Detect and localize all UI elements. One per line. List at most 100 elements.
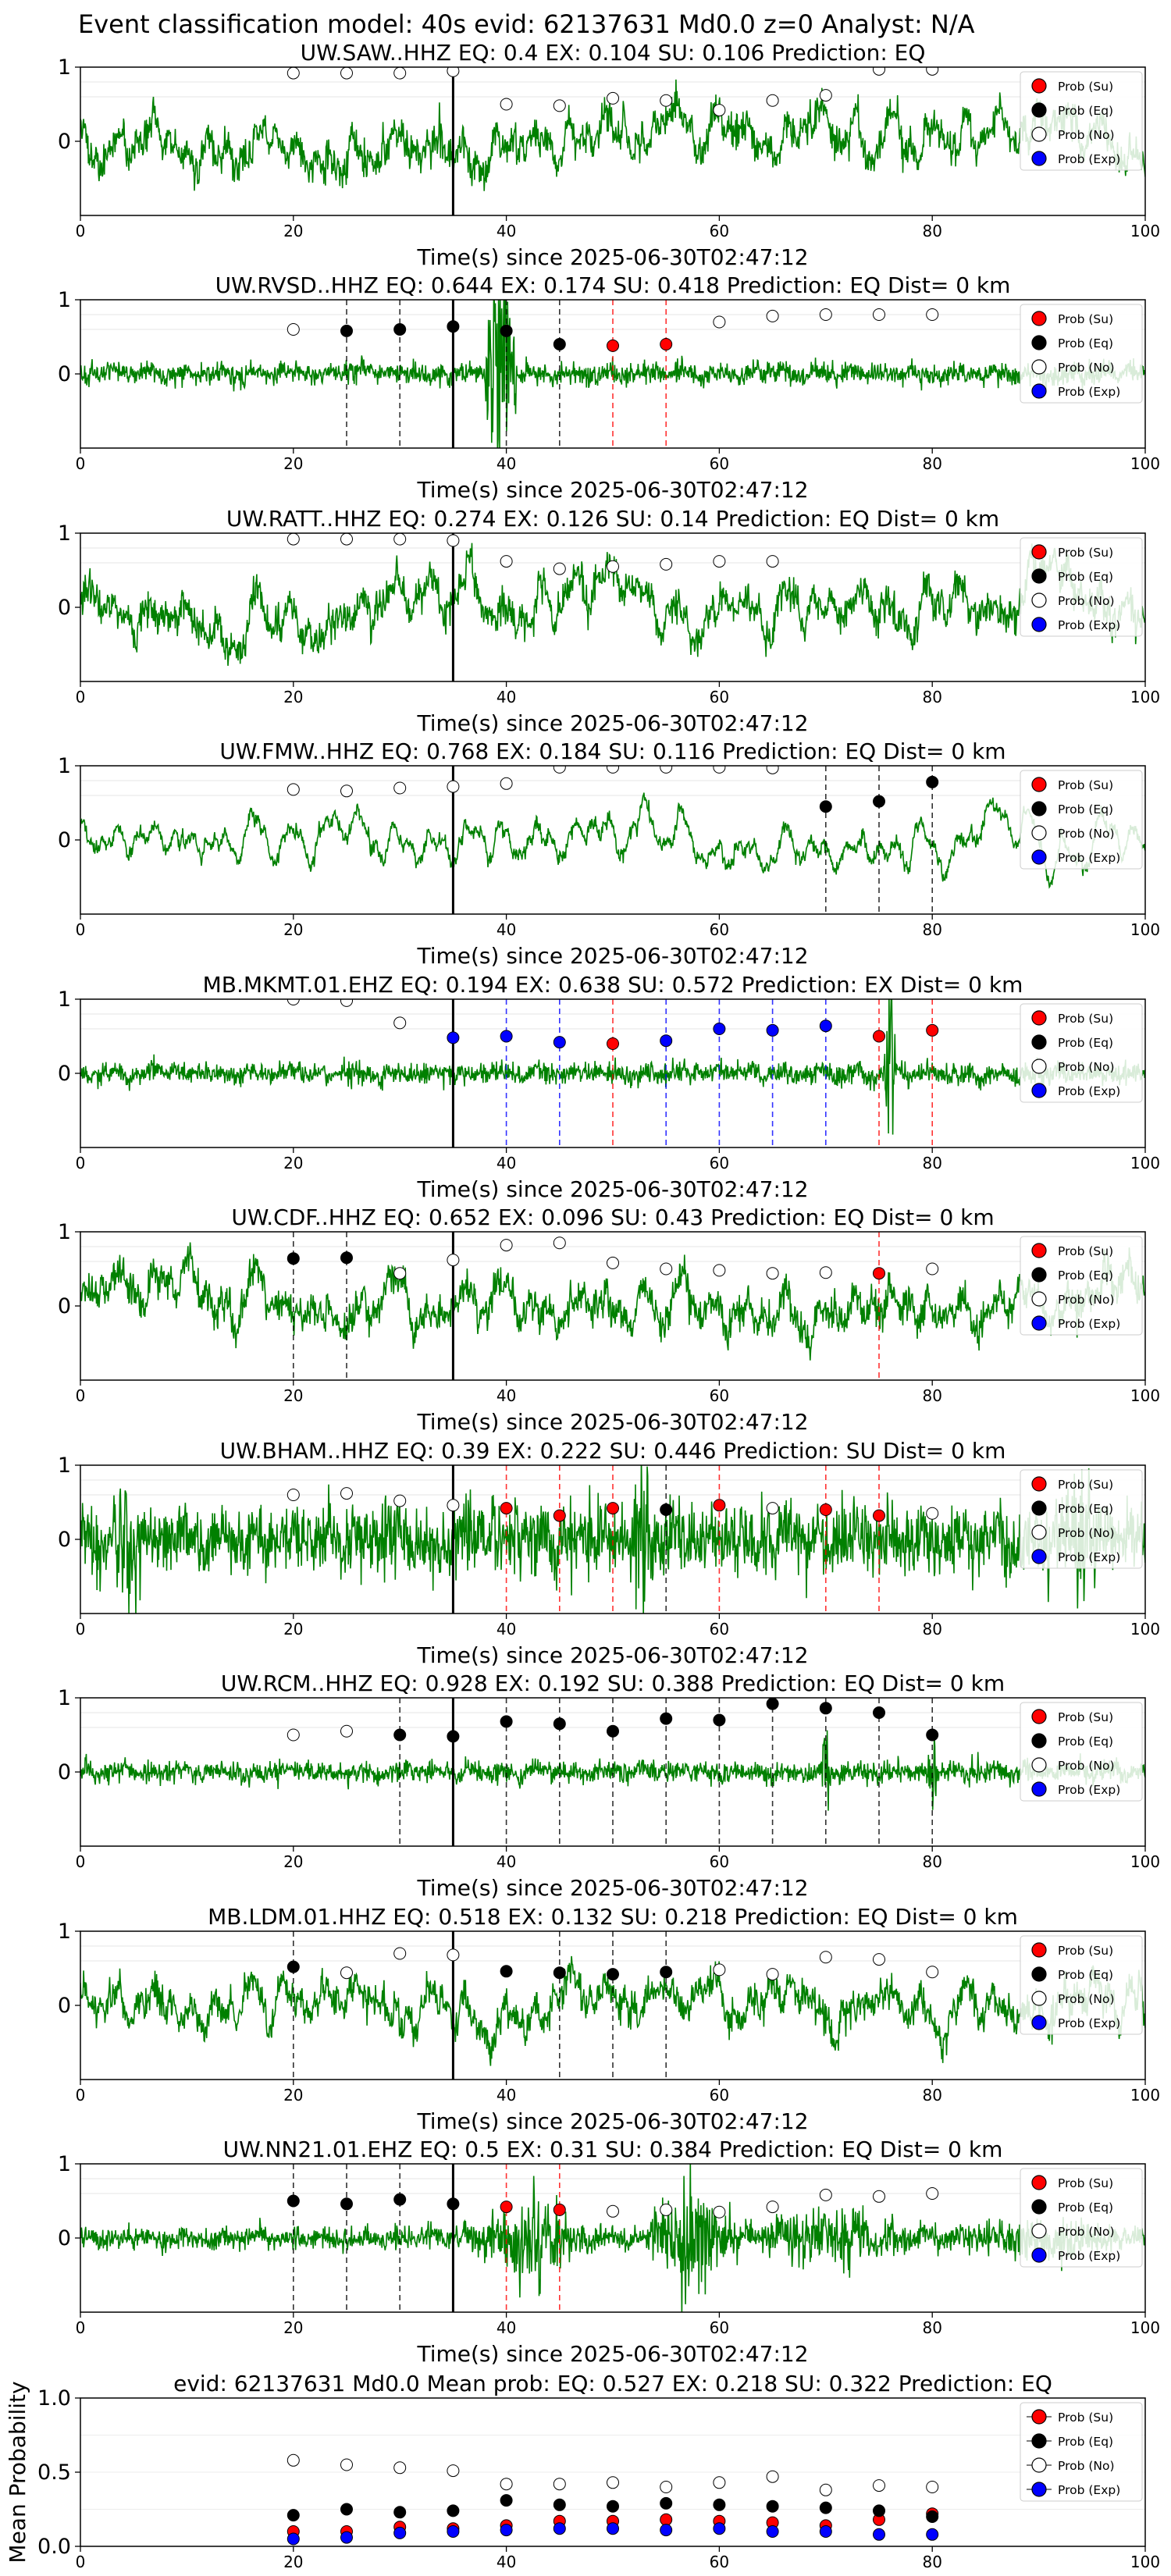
prob-point-no (287, 1489, 300, 1501)
legend-label-exp: Prob (Exp) (1058, 2249, 1120, 2263)
x-tick-label: 20 (283, 920, 303, 939)
x-axis-label: Time(s) since 2025-06-30T02:47:12 (416, 244, 808, 270)
mean-point-eq (660, 2496, 673, 2510)
legend-label-su: Prob (Su) (1058, 546, 1113, 560)
mean-point-su (660, 2513, 673, 2526)
x-tick-label: 40 (497, 2086, 516, 2105)
panel-title: MB.LDM.01.HHZ EQ: 0.518 EX: 0.132 SU: 0.… (208, 1904, 1018, 1930)
legend-box (1020, 1236, 1143, 1336)
prob-point-exp (766, 1023, 779, 1037)
waveform-trace (80, 792, 1145, 889)
legend-marker-no (1031, 592, 1047, 608)
prob-point-no (713, 315, 726, 329)
prob-point-no (660, 557, 673, 571)
legend-marker-su (1031, 78, 1047, 94)
panel-title: UW.BHAM..HHZ EQ: 0.39 EX: 0.222 SU: 0.44… (220, 1438, 1006, 1464)
plot-content (80, 533, 1145, 681)
prob-point-no (766, 1502, 779, 1515)
prob-point-exp (500, 1030, 513, 1043)
panel-9: Prob (Su) Prob (Eq) Prob (No) Prob (Exp) 0 20… (58, 1904, 1160, 2134)
legend-box (1020, 1935, 1143, 2035)
legend-marker-eq (1031, 1966, 1047, 1982)
prob-point-eq (500, 324, 513, 337)
y-tick-label: 1 (58, 1920, 71, 1944)
prob-point-eq (607, 1968, 619, 1981)
panel-title: UW.NN21.01.EHZ EQ: 0.5 EX: 0.31 SU: 0.38… (223, 2137, 1003, 2162)
legend-box (1020, 71, 1143, 171)
x-tick-label: 0 (76, 2086, 86, 2105)
legend-marker-eq (1031, 1733, 1047, 1749)
legend-marker-exp (1031, 1083, 1047, 1098)
prob-point-eq (873, 795, 885, 808)
x-tick-label: 60 (710, 222, 729, 240)
x-tick-label: 60 (710, 688, 729, 706)
prob-point-no (607, 2204, 619, 2218)
prob-point-no (500, 1239, 513, 1252)
prob-point-eq (340, 324, 353, 337)
prob-point-eq (873, 1706, 885, 1719)
mean-point-exp (607, 2522, 619, 2535)
y-tick-label: 0 (58, 1528, 71, 1552)
mean-point-exp (553, 2522, 566, 2535)
x-tick-label: 80 (922, 1852, 941, 1871)
x-tick-label: 40 (497, 688, 516, 706)
mean-point-eq (287, 2509, 300, 2522)
panel-2: Prob (Su) Prob (Eq) Prob (No) Prob (Exp) 0 20… (58, 272, 1160, 503)
waveform-trace (80, 999, 1145, 1135)
legend-label-no: Prob (No) (1058, 128, 1115, 142)
legend-marker-su (1031, 1476, 1047, 1492)
y-tick-label: 0.5 (37, 2460, 71, 2485)
legend-marker-su (1031, 544, 1047, 560)
legend-marker-eq (1031, 1034, 1047, 1050)
panel-5: Prob (Su) Prob (Eq) Prob (No) Prob (Exp) 0 20… (58, 972, 1160, 1202)
panel-title: UW.SAW..HHZ EQ: 0.4 EX: 0.104 SU: 0.106 … (301, 40, 926, 66)
mean-point-exp (766, 2525, 779, 2538)
prob-point-exp (553, 1036, 566, 1049)
legend-label-su: Prob (Su) (1058, 778, 1113, 792)
y-tick-label: 0 (58, 2226, 71, 2250)
plot-area (80, 766, 1145, 914)
x-axis-label: Time(s) since 2025-06-30T02:47:12 (416, 477, 808, 503)
mean-point-exp (713, 2522, 726, 2535)
y-tick-label: 1 (58, 754, 71, 778)
x-tick-label: 100 (1130, 688, 1160, 706)
x-tick-label: 40 (497, 2553, 516, 2571)
x-tick-label: 0 (76, 222, 86, 240)
legend-label-exp: Prob (Exp) (1058, 385, 1120, 399)
mean-point-no (393, 2461, 407, 2475)
legend-label-no: Prob (No) (1058, 1526, 1115, 1540)
mean-point-eq (447, 2504, 460, 2517)
legend-label-exp: Prob (Exp) (1058, 618, 1120, 632)
legend-label-su: Prob (Su) (1058, 1012, 1113, 1026)
panel-title: UW.CDF..HHZ EQ: 0.652 EX: 0.096 SU: 0.43… (231, 1204, 994, 1230)
x-tick-label: 100 (1130, 920, 1160, 939)
prob-point-no (393, 1267, 407, 1280)
mean-point-eq (607, 2500, 619, 2513)
legend-label-exp: Prob (Exp) (1058, 1550, 1120, 1564)
prob-point-eq (553, 1966, 566, 1980)
panel-title: evid: 62137631 Md0.0 Mean prob: EQ: 0.52… (173, 2371, 1052, 2396)
x-tick-label: 20 (283, 2318, 303, 2337)
x-tick-label: 80 (922, 920, 941, 939)
legend-marker-su (1031, 2175, 1047, 2190)
y-tick-label: 1 (58, 521, 71, 546)
legend-label-no: Prob (No) (1058, 1759, 1115, 1773)
prob-point-su (660, 338, 673, 350)
y-axis-label: Mean Probability (5, 2381, 30, 2563)
legend-marker-exp (1031, 1315, 1047, 1331)
legend-marker-exp (1031, 1549, 1047, 1564)
prob-point-no (819, 2188, 832, 2201)
panel-title: UW.RVSD..HHZ EQ: 0.644 EX: 0.174 SU: 0.4… (215, 272, 1011, 298)
prob-point-eq (819, 800, 832, 813)
x-tick-label: 0 (76, 688, 86, 706)
legend-marker-eq (1031, 801, 1047, 817)
legend-marker-eq (1031, 568, 1047, 584)
prob-point-eq (500, 1965, 513, 1978)
legend-label-no: Prob (No) (1058, 2459, 1115, 2473)
mean-point-exp (500, 2524, 513, 2537)
mean-point-no (287, 2453, 300, 2467)
x-tick-label: 60 (710, 1620, 729, 1638)
prob-point-eq (553, 338, 566, 350)
y-tick-label: 0 (58, 1760, 71, 1784)
